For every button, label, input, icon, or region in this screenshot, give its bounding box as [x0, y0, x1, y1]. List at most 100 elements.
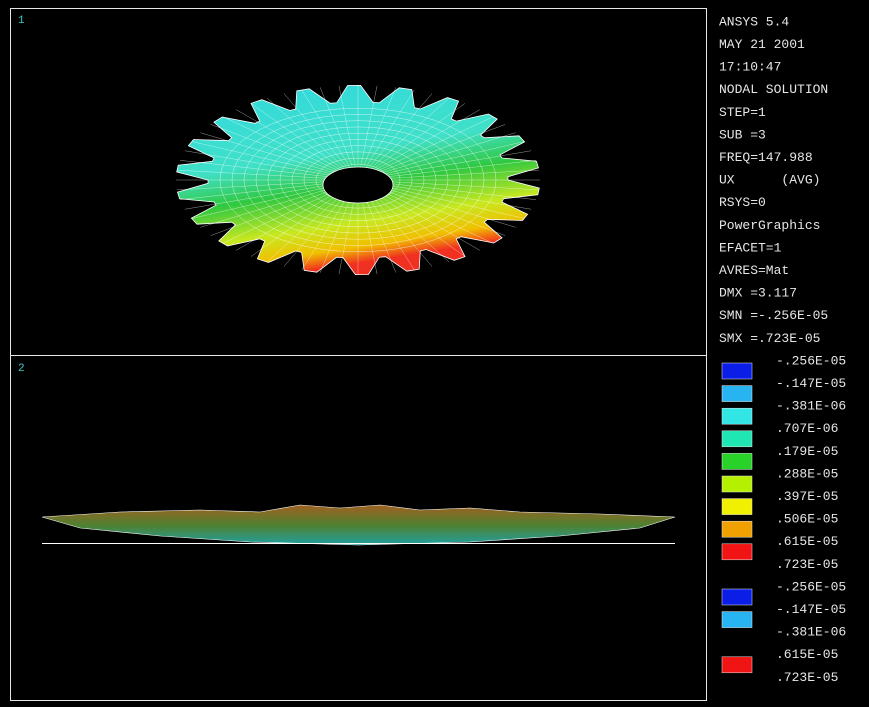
mesh-spoke	[200, 187, 333, 228]
side-shape	[41, 504, 676, 546]
mesh-spoke	[377, 109, 480, 169]
info-line: PowerGraphics	[719, 218, 820, 233]
legend-label: .506E-05	[776, 512, 838, 527]
mesh-spoke	[382, 124, 506, 172]
mesh-spoke	[380, 190, 494, 244]
mesh-spoke	[370, 194, 433, 267]
mesh-spoke	[301, 194, 349, 271]
info-line: NODAL SOLUTION	[719, 82, 828, 97]
mesh-spoke	[283, 93, 346, 166]
legend-label: .707E-06	[776, 421, 838, 436]
mesh-spoke	[338, 85, 356, 165]
mesh-spoke	[179, 160, 329, 178]
legend-swatch	[721, 498, 753, 515]
legend-label: -.381E-06	[776, 399, 846, 414]
legend-swatch	[721, 520, 753, 538]
mesh-spoke	[191, 141, 331, 174]
mesh-spoke	[236, 109, 339, 169]
mesh-spoke	[338, 195, 356, 275]
mesh-spoke	[372, 97, 450, 167]
legend-label: -.256E-05	[776, 579, 846, 594]
mesh-spoke	[382, 188, 506, 236]
mesh-spoke	[383, 132, 516, 173]
legend-swatch	[721, 430, 753, 448]
info-line: FREQ=147.988	[719, 150, 813, 165]
info-line: SMN =-.256E-05	[719, 308, 828, 323]
info-panel: ANSYS 5.4 MAY 21 2001 17:10:47 NODAL SOLUTI…	[719, 14, 846, 684]
legend-label: .615E-05	[776, 647, 838, 662]
mesh-spoke	[386, 184, 532, 210]
mesh-spoke	[210, 188, 334, 236]
legend-swatch	[721, 362, 753, 380]
info-line: UX (AVG)	[719, 173, 820, 188]
legend-label: .288E-05	[776, 466, 838, 481]
mesh-spoke	[385, 186, 525, 219]
legend-swatch	[721, 407, 753, 425]
mesh-spoke	[375, 192, 466, 257]
mesh-spoke	[364, 87, 397, 165]
viewport-frame	[10, 8, 707, 701]
legend-swatch	[721, 453, 753, 470]
mesh-spoke	[367, 194, 415, 271]
mesh-spoke	[236, 191, 339, 251]
mesh-spoke	[360, 195, 378, 275]
info-line: SMX =.723E-05	[719, 331, 820, 346]
info-line: ANSYS 5.4	[719, 14, 789, 29]
mesh-spoke	[385, 141, 525, 174]
info-line: DMX =3.117	[719, 286, 797, 301]
legend-label: .179E-05	[776, 444, 838, 459]
mesh-spoke	[383, 187, 516, 228]
legend-swatch	[721, 385, 753, 402]
mesh-spoke	[176, 169, 329, 179]
mesh-spoke	[319, 87, 352, 165]
mesh-spoke	[179, 182, 329, 200]
mesh-spoke	[360, 85, 378, 165]
viewport-label: 2	[18, 363, 25, 375]
legend-swatch	[721, 611, 753, 628]
mesh-spoke	[250, 192, 341, 257]
gear-side-view	[41, 504, 676, 546]
mesh-spoke	[176, 181, 329, 191]
mesh-spoke	[367, 89, 415, 166]
mesh-spoke	[191, 186, 331, 219]
gear-hole	[322, 166, 394, 204]
mesh-spoke	[380, 116, 494, 170]
mesh-spoke	[386, 150, 532, 176]
legend-label: .723E-05	[776, 670, 838, 685]
legend-label: .397E-05	[776, 489, 838, 504]
info-line: RSYS=0	[719, 195, 766, 210]
legend-label: -.256E-05	[776, 353, 846, 368]
legend-label: -.381E-06	[776, 625, 846, 640]
legend-label: .723E-05	[776, 557, 838, 572]
legend-label: .615E-05	[776, 534, 838, 549]
mesh-spoke	[387, 169, 540, 179]
mesh-spoke	[266, 97, 344, 167]
legend-swatch	[721, 656, 753, 674]
mesh-spoke	[372, 193, 450, 263]
gear-model	[176, 84, 540, 276]
mesh-spoke	[387, 181, 540, 191]
mesh-spoke	[222, 190, 336, 244]
viewport-label: 1	[18, 15, 25, 27]
mesh-spoke	[375, 103, 466, 168]
info-line: AVRES=Mat	[719, 263, 789, 278]
mesh-spoke	[200, 132, 333, 173]
info-line: 17:10:47	[719, 60, 781, 75]
legend-swatch	[721, 588, 753, 606]
info-line: EFACET=1	[719, 240, 782, 255]
mesh-spoke	[387, 160, 537, 178]
legend-swatch	[721, 543, 753, 561]
legend-swatch	[721, 475, 753, 493]
legend-label: -.147E-05	[776, 376, 846, 391]
mesh-spoke	[266, 193, 344, 263]
mesh-spoke	[319, 195, 352, 273]
info-line: MAY 21 2001	[719, 37, 805, 52]
mesh-spoke	[184, 150, 330, 176]
mesh-spoke	[222, 116, 336, 170]
mesh-spoke	[387, 182, 537, 200]
info-line: STEP=1	[719, 105, 766, 120]
mesh-spoke	[364, 195, 397, 273]
mesh-spoke	[301, 89, 349, 166]
mesh-spoke	[250, 103, 341, 168]
